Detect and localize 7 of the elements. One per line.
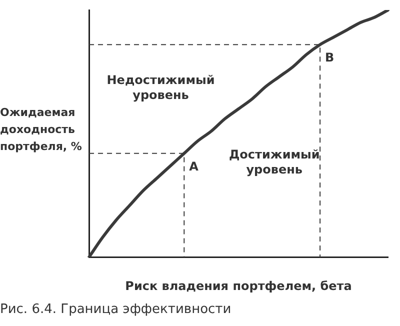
y-axis-title: Ожидаемая доходность портфеля, % bbox=[0, 105, 83, 155]
annotation: Недостижимый уровень bbox=[106, 73, 215, 102]
ref-line-label: B bbox=[325, 50, 334, 65]
x-axis-title: Риск владения портфелем, бета bbox=[125, 278, 352, 293]
text: Рис. 6.4. Граница эффективности bbox=[0, 302, 232, 317]
annotation: Достижимый уровень bbox=[228, 147, 320, 176]
ref-line-label: A bbox=[189, 159, 200, 174]
